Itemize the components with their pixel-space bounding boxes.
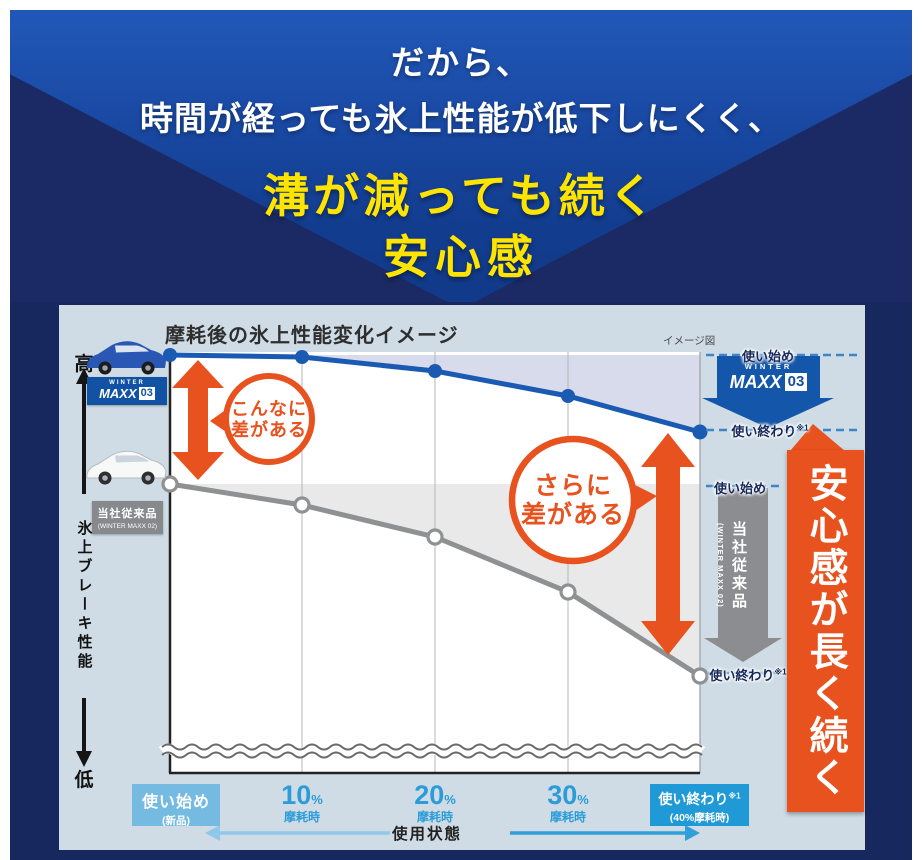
banner-tail: [790, 424, 845, 451]
y-axis-label: 氷上ブレーキ性能: [75, 520, 93, 672]
x-axis-title: 使用状態: [391, 826, 463, 843]
maxx03-arrow-logo-number: 03: [784, 372, 808, 391]
conventional-car-image: [86, 450, 167, 485]
navy-background: だから、 時間が経っても氷上性能が低下しにくく、 溝が減っても続く 安心感: [10, 10, 912, 860]
hero-text: だから、 時間が経っても氷上性能が低下しにくく、 溝が減っても続く 安心感: [10, 10, 912, 302]
hero-line-3: 溝が減っても続く: [263, 170, 659, 222]
x-label-start-box: 使い始め (新品): [132, 784, 220, 827]
chart-panel: 摩耗後の氷上性能変化イメージ イメージ図 高 氷上ブレーキ性能 低 WINTER…: [59, 305, 865, 850]
maxx03-logo-maxx: MAXX: [99, 386, 137, 401]
usage-direction-arrows: [205, 825, 700, 841]
maxx03-logo-winter: WINTER: [109, 380, 145, 386]
callout-bubble-1-text: こんなに 差がある: [231, 399, 307, 440]
conventional-start-label: 使い始め: [713, 481, 767, 496]
hero-line-4: 安心感: [383, 231, 539, 283]
hero-line-1: だから、: [391, 44, 531, 81]
maxx03-end-label: 使い終わり※1: [731, 423, 809, 439]
hero-line-2: 時間が経っても氷上性能が低下しにくく、: [139, 100, 783, 137]
y-axis-high-label: 高: [74, 354, 94, 375]
reassurance-banner: 安心感が長く続く: [787, 450, 864, 812]
hero-section: だから、 時間が経っても氷上性能が低下しにくく、 溝が減っても続く 安心感: [10, 10, 912, 302]
conventional-line: [161, 475, 709, 685]
maxx03-logo: WINTER MAXX 03: [87, 377, 167, 405]
x-label-10pct: 10% 摩耗時: [281, 780, 323, 824]
axis-break-wave: [158, 743, 706, 759]
y-axis-low-label: 低: [74, 770, 94, 791]
maxx03-logo-number: 03: [138, 387, 155, 400]
gap-arrow-1: [172, 360, 224, 480]
conventional-sub: (WINTER MAXX 02): [97, 523, 158, 530]
maxx03-car-image: [86, 341, 166, 375]
gap-arrow-2: [641, 433, 695, 655]
conventional-range-arrow: [704, 488, 782, 662]
maxx03-line: [163, 348, 708, 440]
maxx03-start-label: 使い始め: [741, 349, 795, 364]
maxx03-arrow-logo: WINTER MAXX 03: [720, 363, 817, 391]
x-label-20pct: 20% 摩耗時: [414, 780, 456, 824]
chart-graphics: [76, 348, 857, 841]
maxx03-arrow-logo-maxx: MAXX: [729, 371, 782, 392]
chart-title: 摩耗後の氷上性能変化イメージ: [165, 325, 459, 347]
conventional-name: 当社従来品: [97, 508, 158, 520]
callout-bubble-2: [508, 435, 657, 565]
x-label-30pct: 30% 摩耗時: [547, 780, 589, 824]
image-note: イメージ図: [663, 335, 716, 347]
x-label-end-box: 使い終わり※1 (40%摩耗時): [650, 784, 749, 826]
conventional-legend-box: 当社従来品 (WINTER MAXX 02): [92, 501, 163, 534]
conventional-arrow-text: (WINTER MAXX 02) 当社従来品: [716, 498, 749, 633]
callout-bubble-2-text: さらに 差がある: [520, 472, 626, 529]
maxx03-arrow-logo-winter: WINTER: [744, 362, 793, 371]
conventional-arrow-name: 当社従来品: [730, 520, 747, 611]
conventional-arrow-sub: (WINTER MAXX 02): [716, 523, 725, 608]
conventional-end-label: 使い終わり※1: [709, 667, 787, 683]
callout-bubble-1: [210, 373, 315, 465]
reassurance-banner-text: 安心感が長く続く: [804, 463, 847, 799]
